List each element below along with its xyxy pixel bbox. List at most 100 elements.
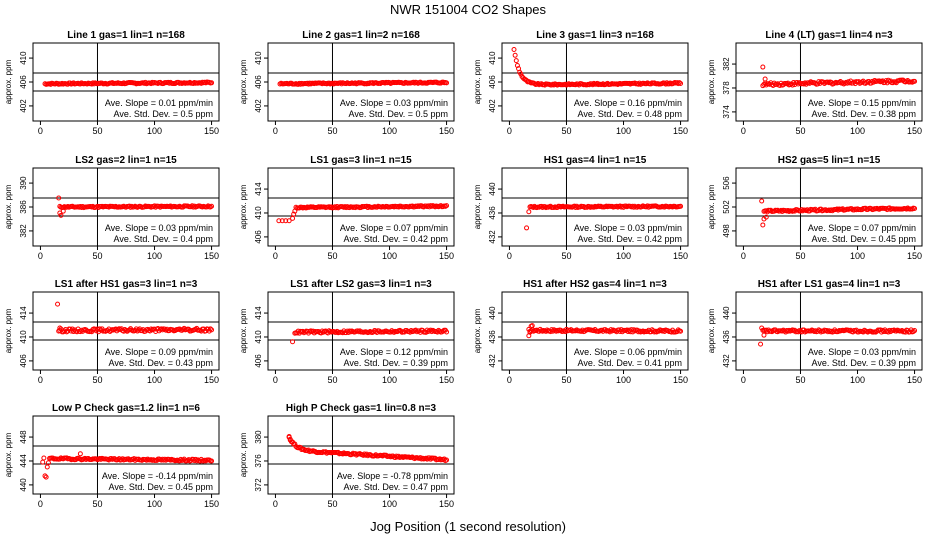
data-point [662,204,668,210]
x-tick-label: 0 [273,375,278,385]
data-point [631,204,637,210]
panel-title: HS1 after HS2 gas=4 lin=1 n=3 [523,279,667,290]
data-point [69,326,75,332]
data-point [207,326,213,332]
slope-annotation: Ave. Slope = 0.16 ppm/min [574,98,682,108]
x-tick-label: 50 [561,126,571,136]
y-tick-label: 440 [488,182,497,196]
data-point [58,212,64,218]
data-point [644,203,650,209]
data-points [524,203,684,231]
x-tick-label: 0 [273,499,278,509]
data-point [799,207,805,213]
data-point [527,329,533,335]
y-tick-label: 402 [488,99,497,113]
data-point [409,203,415,209]
y-tick-label: 432 [722,354,731,368]
slope-annotation: Ave. Slope = 0.03 ppm/min [574,223,682,233]
data-point [619,203,625,209]
x-tick-label: 150 [907,251,922,261]
data-point [524,225,530,231]
y-axis-label: approx. ppm [4,59,13,104]
y-tick-label: 436 [488,206,497,220]
data-point [853,207,859,213]
data-point [77,81,83,87]
plot-frame [32,415,220,495]
stddev-annotation: Ave. Std. Dev. = 0.42 ppm [344,234,448,244]
data-points [56,195,215,218]
data-point [97,326,103,332]
data-point [43,474,49,480]
x-tick-label: 150 [439,251,454,261]
slope-annotation: Ave. Slope = 0.01 ppm/min [105,98,213,108]
x-tick-label: 150 [204,126,219,136]
y-tick-label: 410 [19,330,28,344]
x-tick-label: 100 [382,375,397,385]
y-tick-label: 386 [19,200,28,214]
data-point [825,329,831,335]
data-point [160,327,166,333]
stddev-annotation: Ave. Std. Dev. = 0.5 ppm [114,109,213,119]
y-tick-label: 444 [19,454,28,468]
y-tick-label: 374 [722,105,731,119]
x-tick-label: 150 [439,375,454,385]
data-point [163,327,169,333]
data-point [542,204,548,210]
stddev-annotation: Ave. Std. Dev. = 0.45 ppm [812,234,916,244]
data-point [631,327,637,333]
data-point [675,81,681,87]
data-point [276,218,282,224]
panel-title: LS2 gas=2 lin=1 n=15 [75,155,177,166]
data-point [868,206,874,212]
data-point [408,328,414,334]
stddev-annotation: Ave. Std. Dev. = 0.43 ppm [109,358,213,368]
slope-annotation: Ave. Slope = -0.14 ppm/min [102,471,213,481]
data-point [57,325,63,331]
data-point [437,328,443,334]
slope-annotation: Ave. Slope = 0.03 ppm/min [808,347,916,357]
panel-9: LS1 after HS1 gas=3 lin=1 n=3 0 50 100 150 40… [4,279,220,385]
x-tick-label: 50 [92,499,102,509]
data-point [512,52,518,58]
data-point [778,207,784,213]
y-tick-label: 448 [19,430,28,444]
y-tick-label: 382 [19,224,28,238]
x-tick-label: 100 [147,375,162,385]
data-points [759,198,918,228]
x-tick-label: 50 [92,375,102,385]
data-point [190,80,196,86]
data-point [535,80,541,86]
y-tick-label: 380 [254,430,263,444]
panel-12: HS1 after LS1 gas=4 lin=1 n=3 0 50 100 150 43… [707,279,923,385]
data-point [660,327,666,333]
y-tick-label: 506 [722,176,731,190]
x-tick-label: 50 [795,251,805,261]
y-tick-label: 414 [254,306,263,320]
y-tick-label: 410 [254,51,263,65]
panel-title: High P Check gas=1 lin=0.8 n=3 [286,403,437,414]
data-point [600,81,606,87]
data-point [513,58,519,64]
panel-10: LS1 after LS2 gas=3 lin=1 n=3 0 50 100 150 40… [239,279,455,385]
data-point [279,218,285,224]
data-point [912,206,918,212]
y-axis-label: approx. ppm [707,308,716,353]
data-point [60,208,66,214]
data-point [396,453,402,459]
data-point [444,457,450,463]
data-point [795,329,801,335]
data-point [339,81,345,87]
stddev-annotation: Ave. Std. Dev. = 0.38 ppm [812,109,916,119]
data-point [80,204,86,210]
data-point [518,71,524,77]
y-tick-label: 406 [254,230,263,244]
data-point [118,457,124,463]
data-point [566,81,572,87]
data-point [636,80,642,86]
panel-13: Low P Check gas=1.2 lin=1 n=6 0 50 100 150 44… [4,403,220,509]
data-points [526,323,684,339]
plot-frame [501,291,689,371]
x-tick-label: 150 [673,126,688,136]
y-tick-label: 378 [722,81,731,95]
x-tick-label: 0 [38,375,43,385]
